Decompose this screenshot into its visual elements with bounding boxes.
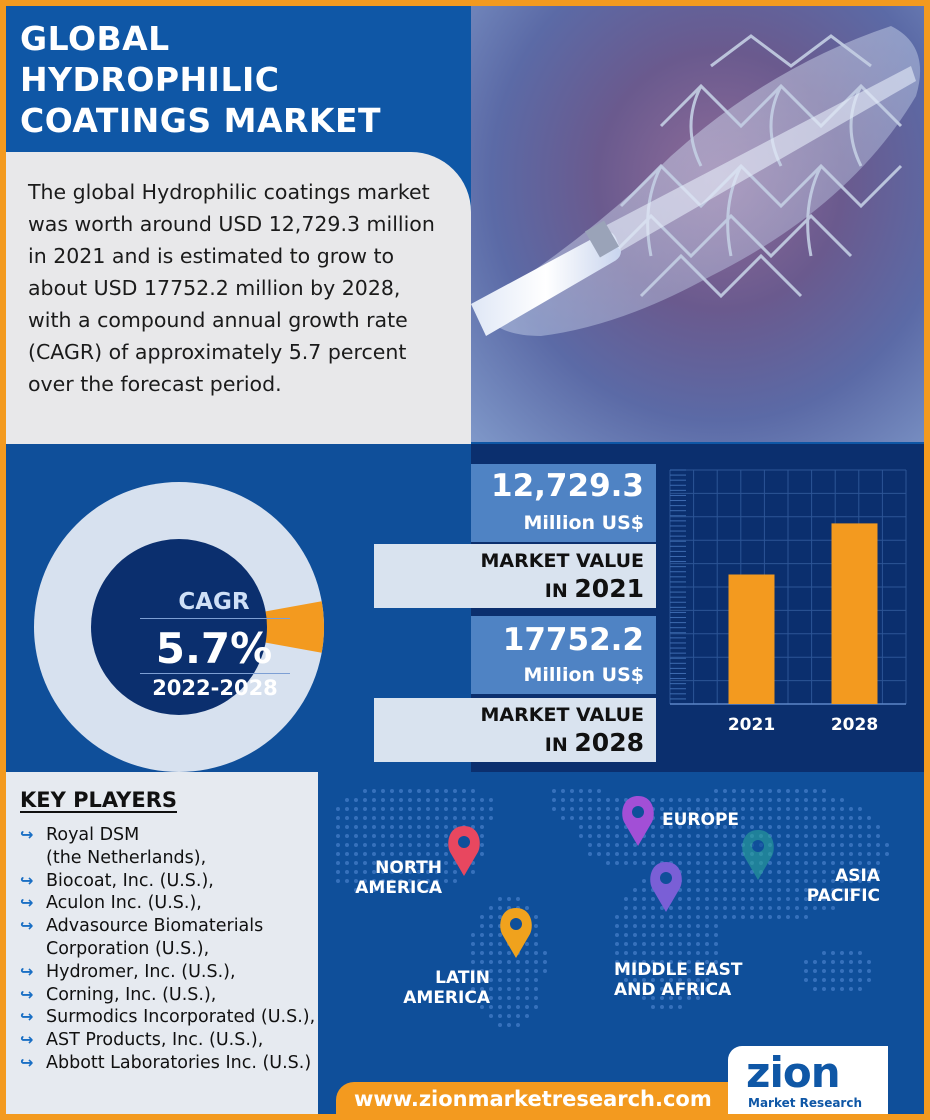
bar-2028 — [831, 523, 878, 704]
key-player-name: Abbott Laboratories Inc. (U.S.) — [46, 1052, 312, 1073]
bullet-arrow-icon: ↪ — [20, 825, 34, 844]
value-2028-box: 17752.2 Million US$ — [471, 616, 656, 694]
key-player-item: ↪ AST Products, Inc. (U.S.), — [20, 1029, 360, 1052]
title-line-2: HYDROPHILIC — [20, 60, 280, 99]
logo-wordmark: zion — [746, 1048, 841, 1097]
key-player-name-cont: Corporation (U.S.), — [46, 938, 210, 959]
key-players-panel: KEY PLAYERS ↪ Royal DSM (the Netherlands),… — [6, 772, 318, 1114]
infographic: GLOBAL HYDROPHILIC COATINGS MARKET — [6, 6, 924, 1114]
key-player-name: Surmodics Incorporated (U.S.), — [46, 1007, 316, 1028]
cagr-value: 5.7% — [155, 624, 273, 673]
value-2028-unit: Million US$ — [523, 664, 645, 686]
footer-url-bar: www.zionmarketresearch.com — [336, 1082, 728, 1114]
bullet-arrow-icon: ↪ — [20, 870, 34, 890]
page-title: GLOBAL HYDROPHILIC COATINGS MARKET — [20, 18, 440, 141]
bar-2021 — [728, 574, 775, 704]
label-2028-prefix: IN — [544, 734, 568, 756]
key-player-name-cont: (the Netherlands), — [46, 847, 207, 868]
region-latin-america-line1: LATIN — [435, 968, 490, 988]
key-player-name: Royal DSM — [46, 825, 140, 845]
label-2021-prefix: IN — [544, 580, 568, 602]
value-2021-unit: Million US$ — [523, 512, 645, 534]
key-player-item: ↪ Abbott Laboratories Inc. (U.S.) — [20, 1052, 360, 1075]
region-latin-america: LATIN AMERICA — [388, 968, 490, 1008]
label-2021-title: MARKET VALUE — [480, 550, 644, 572]
pin-asia-pacific — [742, 830, 774, 880]
intro-panel: The global Hydrophilic coatings market w… — [6, 152, 471, 444]
cagr-divider-bottom — [140, 673, 290, 674]
logo-subtitle: Market Research — [748, 1096, 862, 1110]
key-player-name: Biocoat, Inc. (U.S.), — [46, 870, 214, 891]
key-player-item: ↪ Aculon Inc. (U.S.), — [20, 892, 360, 915]
region-europe: EUROPE — [662, 810, 739, 830]
label-2028-box: MARKET VALUE IN 2028 — [374, 698, 656, 762]
region-europe-line1: EUROPE — [662, 810, 740, 830]
key-player-name: Advasource Biomaterials — [46, 916, 264, 937]
value-2021-box: 12,729.3 Million US$ — [471, 464, 656, 542]
donut-center — [91, 539, 267, 715]
market-stats-section: CAGR 5.7% 2022-2028 12,729.3 Million US$… — [6, 444, 924, 772]
pin-north-america — [448, 826, 480, 876]
bullet-arrow-icon: ↪ — [20, 1052, 34, 1072]
key-player-item: ↪ Biocoat, Inc. (U.S.), — [20, 870, 360, 893]
region-north-america-line2: AMERICA — [355, 878, 442, 898]
region-asia-pacific: ASIA PACIFIC — [796, 866, 880, 906]
region-asia-pacific-line1: ASIA — [835, 866, 880, 886]
market-value-bar-chart: 2021 2028 — [664, 466, 912, 738]
key-player-item: ↪ Surmodics Incorporated (U.S.), — [20, 1006, 360, 1029]
intro-text: The global Hydrophilic coatings market w… — [28, 180, 435, 396]
bullet-arrow-icon: ↪ — [20, 984, 34, 1004]
stent-catheter-image — [471, 6, 924, 442]
region-north-america-line1: NORTH — [375, 858, 442, 878]
region-middle-east-africa: MIDDLE EAST AND AFRICA — [614, 960, 742, 1000]
title-line-1: GLOBAL — [20, 19, 170, 58]
bullet-arrow-icon: ↪ — [20, 893, 34, 913]
label-2021-year-number: 2021 — [574, 574, 644, 603]
title-line-3: COATINGS MARKET — [20, 101, 382, 140]
key-player-name: AST Products, Inc. (U.S.), — [46, 1030, 264, 1051]
label-2028-year: IN 2028 — [545, 728, 644, 757]
zion-logo: zion Market Research — [728, 1046, 888, 1114]
website-link[interactable]: www.zionmarketresearch.com — [354, 1087, 712, 1111]
key-player-item: ↪ Royal DSM (the Netherlands), — [20, 824, 360, 870]
bullet-arrow-icon: ↪ — [20, 1030, 34, 1050]
pin-middle-east-africa — [650, 862, 682, 912]
x-tick-label-2021: 2021 — [728, 715, 775, 735]
cagr-period: 2022-2028 — [152, 676, 278, 700]
key-players-list: ↪ Royal DSM (the Netherlands), ↪ Biocoat, In… — [20, 824, 360, 1075]
region-mea-line1: MIDDLE EAST — [614, 960, 743, 980]
region-latin-america-line2: AMERICA — [403, 988, 490, 1008]
cagr-divider-top — [140, 618, 290, 619]
label-2028-title: MARKET VALUE — [480, 704, 644, 726]
cagr-label: CAGR — [178, 589, 250, 615]
title-panel: GLOBAL HYDROPHILIC COATINGS MARKET — [6, 6, 476, 156]
key-player-name: Corning, Inc. (U.S.), — [46, 984, 217, 1005]
key-players-title: KEY PLAYERS — [20, 788, 177, 812]
region-north-america: NORTH AMERICA — [340, 858, 442, 898]
bullet-arrow-icon: ↪ — [20, 1007, 34, 1027]
key-player-name: Aculon Inc. (U.S.), — [46, 893, 202, 914]
key-player-item: ↪ Advasource Biomaterials Corporation (U.S… — [20, 915, 360, 961]
label-2028-year-number: 2028 — [574, 728, 644, 757]
key-player-name: Hydromer, Inc. (U.S.), — [46, 961, 236, 982]
region-mea-line2: AND AFRICA — [614, 980, 732, 1000]
bullet-arrow-icon: ↪ — [20, 916, 34, 936]
bullet-arrow-icon: ↪ — [20, 961, 34, 981]
value-2028: 17752.2 — [502, 622, 644, 658]
key-player-item: ↪ Hydromer, Inc. (U.S.), — [20, 961, 360, 984]
region-asia-pacific-line2: PACIFIC — [806, 886, 880, 906]
value-2021: 12,729.3 — [491, 468, 644, 504]
key-player-item: ↪ Corning, Inc. (U.S.), — [20, 984, 360, 1007]
cagr-donut: CAGR 5.7% 2022-2028 — [34, 482, 325, 772]
label-2021-box: MARKET VALUE IN 2021 — [374, 544, 656, 608]
pin-latin-america — [500, 908, 532, 958]
x-tick-label-2028: 2028 — [831, 715, 878, 735]
label-2021-year: IN 2021 — [545, 574, 644, 603]
pin-europe — [622, 796, 654, 846]
